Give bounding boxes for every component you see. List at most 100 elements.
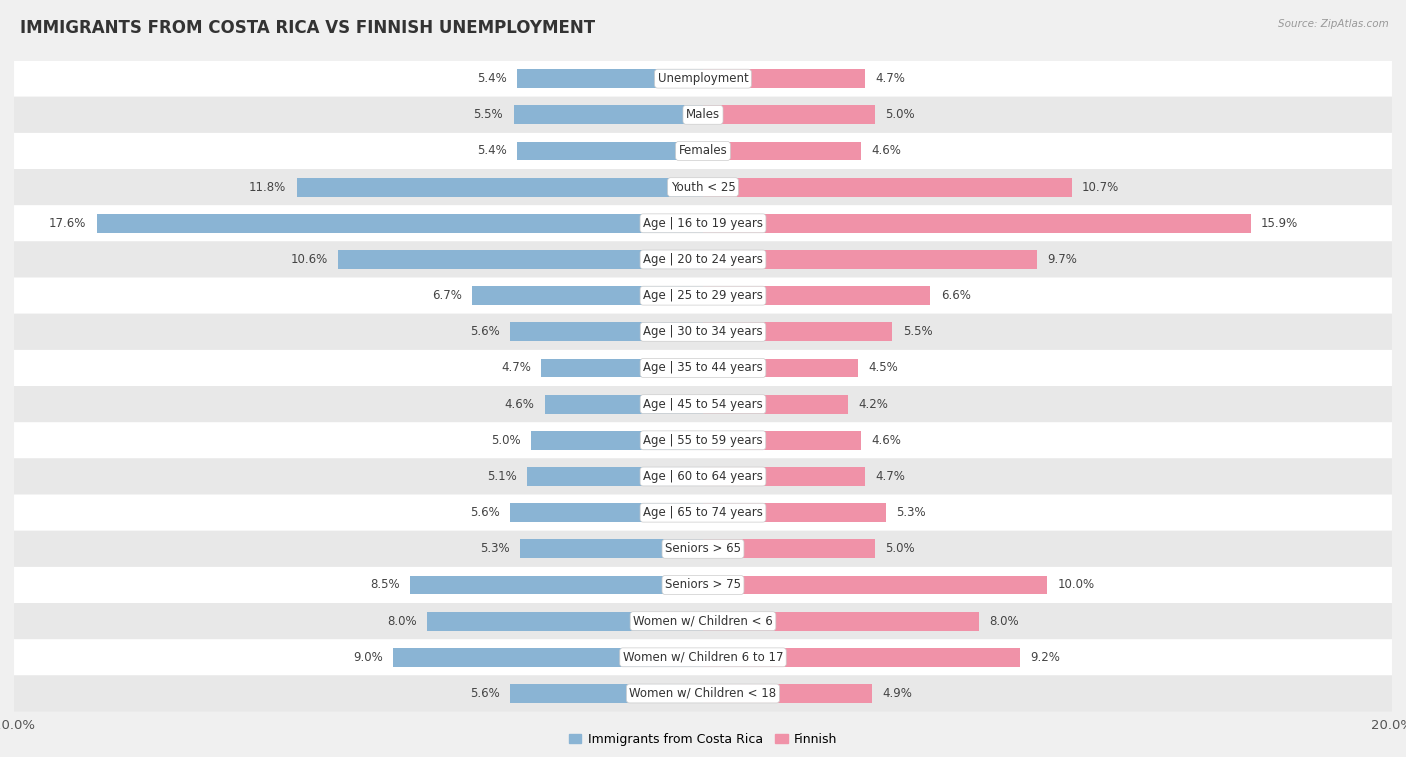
Text: 5.6%: 5.6% <box>470 326 499 338</box>
Bar <box>703 214 1251 232</box>
Bar <box>510 503 703 522</box>
Text: 4.2%: 4.2% <box>858 397 887 410</box>
Bar <box>527 467 703 486</box>
FancyBboxPatch shape <box>14 241 1392 278</box>
Bar <box>337 250 703 269</box>
Text: Age | 45 to 54 years: Age | 45 to 54 years <box>643 397 763 410</box>
Bar <box>513 105 703 124</box>
Bar <box>297 178 703 197</box>
Bar <box>411 575 703 594</box>
Text: 17.6%: 17.6% <box>49 217 86 230</box>
Bar <box>703 69 865 88</box>
Bar <box>703 142 862 160</box>
FancyBboxPatch shape <box>14 422 1392 459</box>
Bar <box>703 684 872 703</box>
Text: 5.0%: 5.0% <box>886 108 915 121</box>
Text: Age | 30 to 34 years: Age | 30 to 34 years <box>643 326 763 338</box>
Text: Age | 65 to 74 years: Age | 65 to 74 years <box>643 506 763 519</box>
FancyBboxPatch shape <box>14 169 1392 205</box>
Text: 10.6%: 10.6% <box>290 253 328 266</box>
Text: Age | 35 to 44 years: Age | 35 to 44 years <box>643 362 763 375</box>
FancyBboxPatch shape <box>14 205 1392 241</box>
Text: 4.7%: 4.7% <box>875 72 905 85</box>
FancyBboxPatch shape <box>14 459 1392 494</box>
Text: Males: Males <box>686 108 720 121</box>
Bar <box>703 322 893 341</box>
Text: Women w/ Children 6 to 17: Women w/ Children 6 to 17 <box>623 651 783 664</box>
Bar <box>427 612 703 631</box>
Text: 5.3%: 5.3% <box>896 506 925 519</box>
Text: Age | 60 to 64 years: Age | 60 to 64 years <box>643 470 763 483</box>
Text: 5.4%: 5.4% <box>477 145 506 157</box>
FancyBboxPatch shape <box>14 350 1392 386</box>
FancyBboxPatch shape <box>14 97 1392 133</box>
FancyBboxPatch shape <box>14 603 1392 639</box>
Text: 5.5%: 5.5% <box>903 326 932 338</box>
Text: 5.6%: 5.6% <box>470 687 499 700</box>
Bar <box>703 467 865 486</box>
Bar <box>703 540 875 558</box>
FancyBboxPatch shape <box>14 61 1392 97</box>
Text: Age | 16 to 19 years: Age | 16 to 19 years <box>643 217 763 230</box>
Text: 6.6%: 6.6% <box>941 289 970 302</box>
FancyBboxPatch shape <box>14 313 1392 350</box>
Text: Source: ZipAtlas.com: Source: ZipAtlas.com <box>1278 19 1389 29</box>
Bar <box>703 394 848 413</box>
Text: 9.2%: 9.2% <box>1031 651 1060 664</box>
Bar <box>517 69 703 88</box>
Text: Age | 55 to 59 years: Age | 55 to 59 years <box>643 434 763 447</box>
Bar <box>703 250 1038 269</box>
Text: 9.0%: 9.0% <box>353 651 382 664</box>
Text: 10.7%: 10.7% <box>1083 181 1119 194</box>
Bar <box>544 394 703 413</box>
Text: 6.7%: 6.7% <box>432 289 461 302</box>
Bar <box>703 178 1071 197</box>
Text: 11.8%: 11.8% <box>249 181 287 194</box>
Text: 5.0%: 5.0% <box>886 542 915 556</box>
Bar <box>703 612 979 631</box>
FancyBboxPatch shape <box>14 386 1392 422</box>
Bar <box>510 684 703 703</box>
Text: 9.7%: 9.7% <box>1047 253 1077 266</box>
Text: 8.0%: 8.0% <box>388 615 418 628</box>
Bar <box>703 503 886 522</box>
Text: 4.6%: 4.6% <box>872 145 901 157</box>
Text: Unemployment: Unemployment <box>658 72 748 85</box>
FancyBboxPatch shape <box>14 278 1392 313</box>
Text: 4.5%: 4.5% <box>869 362 898 375</box>
Text: Age | 25 to 29 years: Age | 25 to 29 years <box>643 289 763 302</box>
Text: 4.9%: 4.9% <box>882 687 912 700</box>
Text: 4.7%: 4.7% <box>501 362 531 375</box>
Bar <box>472 286 703 305</box>
Bar <box>531 431 703 450</box>
FancyBboxPatch shape <box>14 567 1392 603</box>
Text: 8.5%: 8.5% <box>370 578 399 591</box>
Text: 8.0%: 8.0% <box>988 615 1018 628</box>
FancyBboxPatch shape <box>14 639 1392 675</box>
Bar <box>510 322 703 341</box>
Bar <box>541 359 703 378</box>
Bar <box>703 105 875 124</box>
Text: 5.6%: 5.6% <box>470 506 499 519</box>
Bar <box>703 575 1047 594</box>
Text: Seniors > 65: Seniors > 65 <box>665 542 741 556</box>
Bar <box>703 648 1019 667</box>
Text: 4.6%: 4.6% <box>505 397 534 410</box>
Text: 5.3%: 5.3% <box>481 542 510 556</box>
Bar <box>520 540 703 558</box>
Text: Women w/ Children < 18: Women w/ Children < 18 <box>630 687 776 700</box>
Legend: Immigrants from Costa Rica, Finnish: Immigrants from Costa Rica, Finnish <box>564 728 842 751</box>
FancyBboxPatch shape <box>14 531 1392 567</box>
Text: Age | 20 to 24 years: Age | 20 to 24 years <box>643 253 763 266</box>
Bar <box>517 142 703 160</box>
Text: IMMIGRANTS FROM COSTA RICA VS FINNISH UNEMPLOYMENT: IMMIGRANTS FROM COSTA RICA VS FINNISH UN… <box>20 19 595 37</box>
Text: Women w/ Children < 6: Women w/ Children < 6 <box>633 615 773 628</box>
Bar <box>703 359 858 378</box>
Bar <box>703 431 862 450</box>
Bar <box>703 286 931 305</box>
Text: 15.9%: 15.9% <box>1261 217 1298 230</box>
Text: 5.0%: 5.0% <box>491 434 520 447</box>
Text: Seniors > 75: Seniors > 75 <box>665 578 741 591</box>
Text: Youth < 25: Youth < 25 <box>671 181 735 194</box>
Text: 4.7%: 4.7% <box>875 470 905 483</box>
